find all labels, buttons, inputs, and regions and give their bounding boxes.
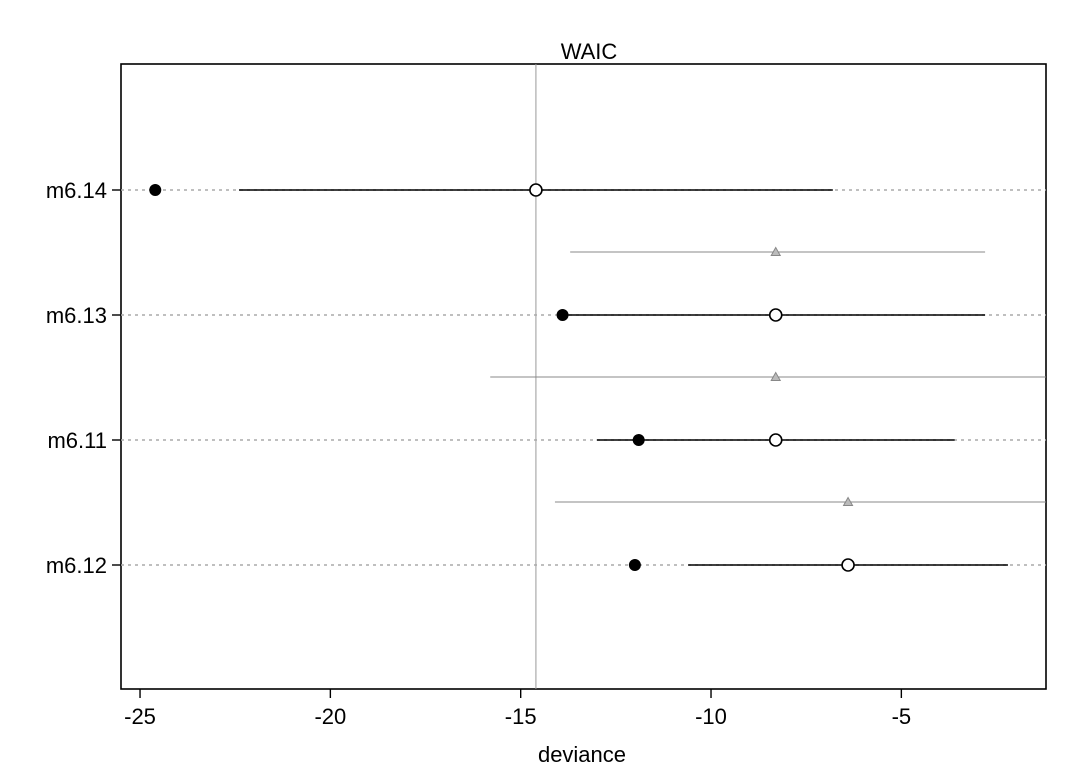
waic-point [841, 558, 855, 572]
dse-point [842, 496, 854, 506]
x-tick-label: -10 [695, 704, 727, 729]
dse-point [770, 371, 782, 381]
in-sample-point [632, 434, 645, 446]
model-label: m6.12 [46, 553, 107, 578]
x-tick-label: -20 [314, 704, 346, 729]
x-tick-label: -15 [505, 704, 537, 729]
chart-title: WAIC [561, 39, 618, 64]
waic-point [768, 433, 783, 447]
dse-point [770, 246, 782, 256]
in-sample-point [149, 184, 162, 196]
x-axis-label: deviance [538, 742, 626, 767]
in-sample-point [628, 559, 641, 571]
model-label: m6.13 [46, 303, 107, 328]
model-label: m6.11 [47, 428, 107, 453]
waic-point [768, 308, 783, 322]
in-sample-point [556, 309, 569, 321]
x-tick-label: -5 [892, 704, 912, 729]
waic-point [529, 183, 543, 197]
model-label: m6.14 [46, 178, 107, 203]
x-tick-label: -25 [124, 704, 156, 729]
